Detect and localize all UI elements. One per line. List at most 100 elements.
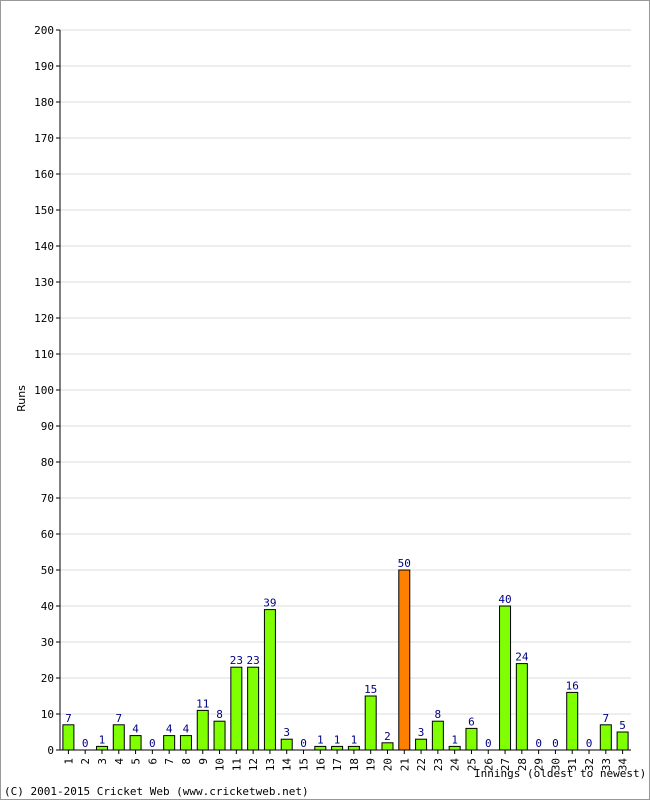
x-tick-label-32: 32 xyxy=(583,758,596,771)
value-label-24: 1 xyxy=(451,733,458,746)
y-tick-label: 200 xyxy=(34,24,54,37)
x-tick-label-20: 20 xyxy=(381,758,394,771)
y-tick-label: 40 xyxy=(41,600,54,613)
x-tick-label-15: 15 xyxy=(298,758,311,771)
x-tick-label-22: 22 xyxy=(415,758,428,771)
x-axis-label: Innings (oldest to newest) xyxy=(474,767,647,780)
bar-25 xyxy=(465,727,478,751)
x-tick-label-33: 33 xyxy=(600,758,613,771)
x-tick-label-19: 19 xyxy=(365,758,378,771)
value-label-26: 0 xyxy=(485,737,492,750)
y-tick-label: 30 xyxy=(41,636,54,649)
bar-21 xyxy=(398,569,411,751)
value-label-6: 0 xyxy=(149,737,156,750)
value-label-9: 11 xyxy=(196,697,209,710)
value-label-10: 8 xyxy=(216,708,223,721)
bar-4 xyxy=(112,724,125,751)
value-label-16: 1 xyxy=(317,733,324,746)
x-tick-label-31: 31 xyxy=(566,758,579,771)
bar-9 xyxy=(196,709,209,751)
x-tick-label-30: 30 xyxy=(549,758,562,771)
y-tick-label: 90 xyxy=(41,420,54,433)
x-tick-label-23: 23 xyxy=(432,758,445,771)
y-tick-label: 60 xyxy=(41,528,54,541)
x-tick-label-11: 11 xyxy=(230,758,243,771)
x-tick-label-25: 25 xyxy=(465,758,478,771)
x-tick-label-6: 6 xyxy=(146,758,159,765)
x-tick-label-10: 10 xyxy=(214,758,227,771)
value-label-3: 1 xyxy=(99,733,106,746)
value-label-18: 1 xyxy=(351,733,358,746)
value-label-25: 6 xyxy=(468,715,475,728)
value-label-32: 0 xyxy=(586,737,593,750)
y-tick-label: 70 xyxy=(41,492,54,505)
x-tick-label-4: 4 xyxy=(113,758,126,765)
y-tick-label: 150 xyxy=(34,204,54,217)
value-label-19: 15 xyxy=(364,683,377,696)
bar-13 xyxy=(263,609,276,751)
copyright-text: (C) 2001-2015 Cricket Web (www.cricketwe… xyxy=(4,785,309,798)
bar-10 xyxy=(213,720,226,751)
y-tick-label: 50 xyxy=(41,564,54,577)
y-tick-label: 130 xyxy=(34,276,54,289)
x-tick-label-2: 2 xyxy=(79,758,92,765)
y-tick-label: 170 xyxy=(34,132,54,145)
y-tick-label: 110 xyxy=(34,348,54,361)
value-label-27: 40 xyxy=(498,593,511,606)
bar-22 xyxy=(415,738,428,751)
value-label-7: 4 xyxy=(166,723,173,736)
value-label-31: 16 xyxy=(566,679,579,692)
x-tick-label-24: 24 xyxy=(449,758,462,772)
value-label-2: 0 xyxy=(82,737,89,750)
y-tick-label: 10 xyxy=(41,708,54,721)
y-tick-label: 120 xyxy=(34,312,54,325)
x-tick-label-29: 29 xyxy=(533,758,546,771)
value-label-28: 24 xyxy=(515,651,529,664)
value-label-1: 7 xyxy=(65,712,72,725)
x-tick-label-1: 1 xyxy=(62,758,75,765)
y-tick-label: 180 xyxy=(34,96,54,109)
x-tick-label-14: 14 xyxy=(281,758,294,772)
bar-33 xyxy=(599,724,612,751)
x-tick-label-5: 5 xyxy=(130,758,143,765)
bar-34 xyxy=(616,731,629,751)
y-tick-label: 0 xyxy=(47,744,54,757)
y-tick-label: 160 xyxy=(34,168,54,181)
x-tick-label-17: 17 xyxy=(331,758,344,771)
value-label-23: 8 xyxy=(435,708,442,721)
value-label-20: 2 xyxy=(384,730,391,743)
value-label-34: 5 xyxy=(619,719,626,732)
bar-20 xyxy=(381,742,394,751)
bar-12 xyxy=(247,666,260,751)
value-label-22: 3 xyxy=(418,726,425,739)
value-label-33: 7 xyxy=(602,712,609,725)
y-tick-label: 20 xyxy=(41,672,54,685)
value-label-21: 50 xyxy=(398,557,411,570)
x-tick-label-26: 26 xyxy=(482,758,495,771)
bar-8 xyxy=(179,735,192,751)
x-tick-label-12: 12 xyxy=(247,758,260,771)
y-tick-label: 140 xyxy=(34,240,54,253)
value-label-15: 0 xyxy=(300,737,307,750)
x-tick-label-16: 16 xyxy=(314,758,327,771)
y-tick-label: 190 xyxy=(34,60,54,73)
value-label-30: 0 xyxy=(552,737,559,750)
bar-28 xyxy=(515,663,528,751)
x-tick-label-34: 34 xyxy=(617,758,630,772)
x-tick-label-7: 7 xyxy=(163,758,176,765)
x-tick-label-28: 28 xyxy=(516,758,529,771)
bar-7 xyxy=(163,735,176,751)
value-label-17: 1 xyxy=(334,733,341,746)
value-label-14: 3 xyxy=(283,726,290,739)
bar-11 xyxy=(230,666,243,751)
x-tick-label-13: 13 xyxy=(264,758,277,771)
x-tick-label-9: 9 xyxy=(197,758,210,765)
bar-14 xyxy=(280,738,293,751)
bar-24 xyxy=(448,745,461,751)
x-tick-label-18: 18 xyxy=(348,758,361,771)
bar-19 xyxy=(364,695,377,751)
value-label-13: 39 xyxy=(263,597,276,610)
bar-27 xyxy=(499,605,512,751)
x-tick-label-27: 27 xyxy=(499,758,512,771)
